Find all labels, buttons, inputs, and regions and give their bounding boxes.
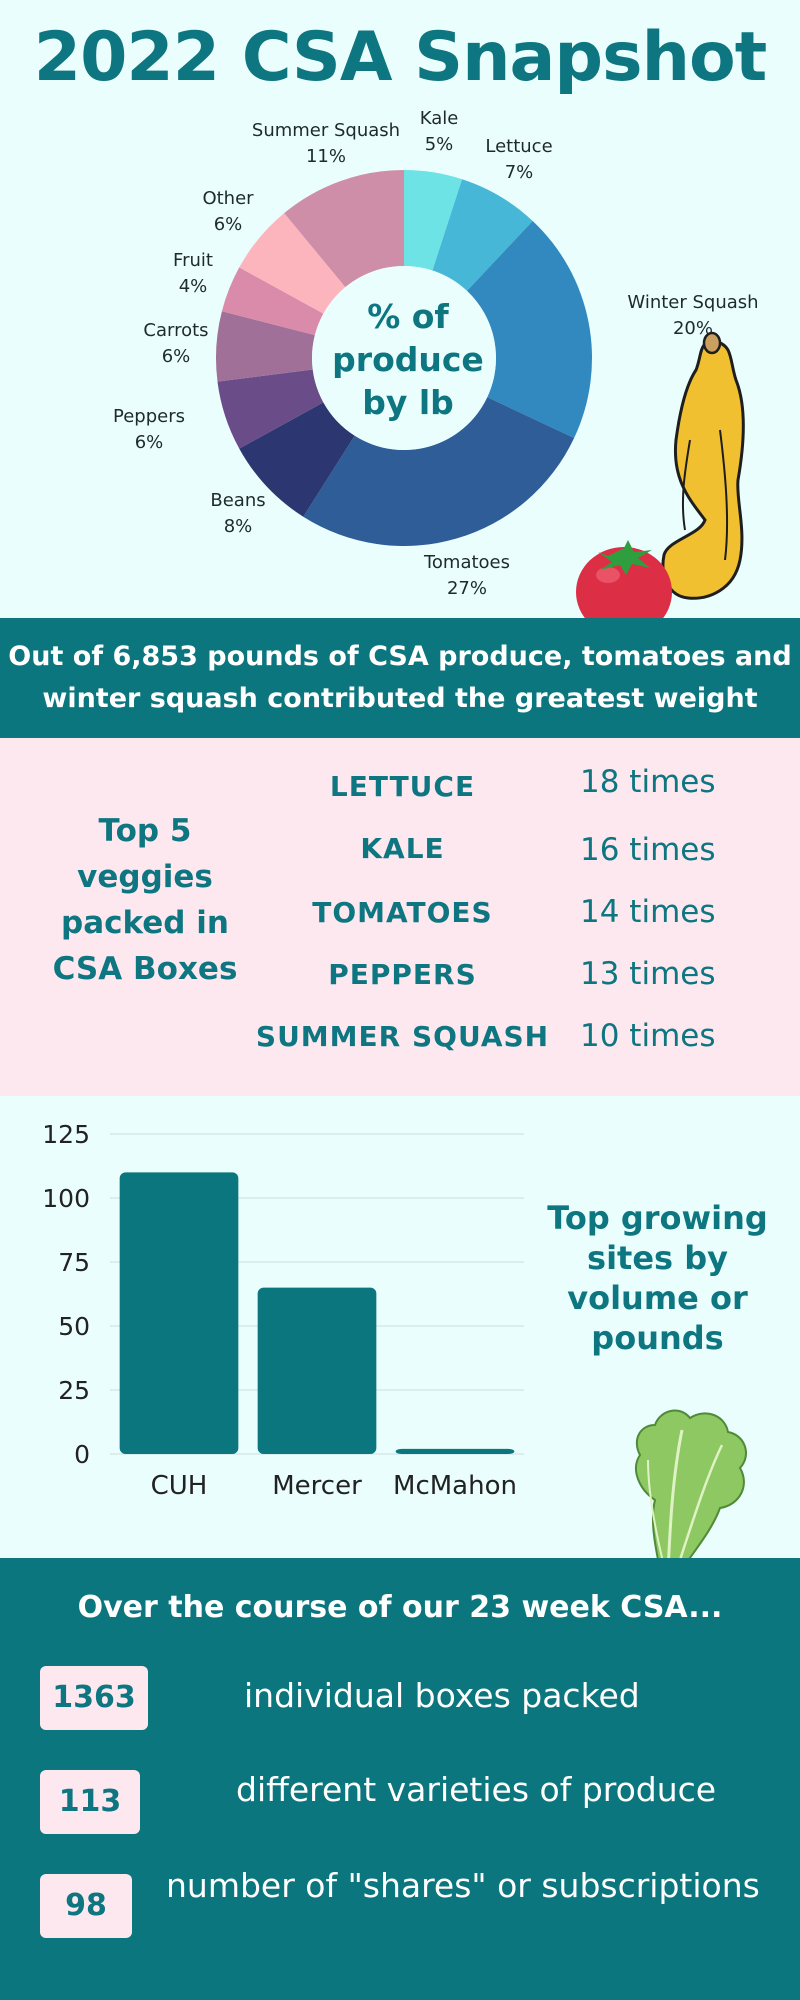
pie-slice-other xyxy=(239,213,346,314)
pie-slice-peppers xyxy=(217,369,324,449)
pie-slice-winter-squash xyxy=(466,220,592,439)
summary-banner: Out of 6,853 pounds of CSA produce, toma… xyxy=(0,618,800,738)
page-title: 2022 CSA Snapshot xyxy=(33,18,767,97)
x-tick-label: CUH xyxy=(151,1471,208,1501)
pie-slice-tomatoes xyxy=(303,397,575,546)
y-tick-label: 100 xyxy=(42,1184,90,1213)
pie-label: Beans xyxy=(210,490,265,511)
stat-label-shares: number of "shares" or subscriptions xyxy=(166,1866,760,1905)
pie-center-label: by lb xyxy=(362,383,454,422)
sites-heading: Top growing sites by volume or pounds xyxy=(530,1198,785,1358)
pie-slice-lettuce xyxy=(432,179,533,291)
heading-line: volume or xyxy=(567,1279,748,1317)
pie-label: Tomatoes xyxy=(423,552,510,573)
veg-name-kale: KALE xyxy=(360,832,445,865)
heading-line: veggies xyxy=(77,859,213,895)
pie-value-label: 5% xyxy=(425,134,454,155)
pie-value-label: 8% xyxy=(224,516,253,537)
heading-line: packed in xyxy=(61,905,229,941)
pie-label: Other xyxy=(202,188,254,209)
pie-value-label: 6% xyxy=(214,214,243,235)
lettuce-icon xyxy=(635,1409,747,1582)
pie-label: Kale xyxy=(420,108,459,129)
veg-name-lettuce: LETTUCE xyxy=(329,770,476,803)
veg-name-peppers: PEPPERS xyxy=(328,958,477,991)
veg-name-summer-squash: SUMMER SQUASH xyxy=(255,1020,550,1053)
bar-cuh xyxy=(119,1172,239,1454)
stats-section: Over the course of our 23 week CSA... 13… xyxy=(0,1558,800,2000)
pie-label: Fruit xyxy=(173,250,213,271)
veg-count-tomatoes: 14 times xyxy=(580,894,716,930)
pie-center-label: produce xyxy=(332,340,484,379)
pie-slice-carrots xyxy=(216,311,315,382)
pie-value-label: 20% xyxy=(673,318,713,339)
pie-label: Peppers xyxy=(113,406,185,427)
pie-value-label: 6% xyxy=(135,432,164,453)
y-tick-label: 75 xyxy=(58,1248,90,1277)
pie-value-label: 7% xyxy=(505,162,534,183)
banner-line-1: Out of 6,853 pounds of CSA produce, toma… xyxy=(8,641,792,672)
pie-value-label: 11% xyxy=(306,146,346,167)
y-tick-label: 0 xyxy=(74,1440,90,1469)
pie-label: Summer Squash xyxy=(252,120,400,141)
pie-label: Winter Squash xyxy=(627,292,758,313)
stat-label-boxes: individual boxes packed xyxy=(244,1676,640,1715)
stat-label-varieties: different varieties of produce xyxy=(236,1770,717,1809)
top-veggies-section: Top 5 veggies packed in CSA Boxes LETTUC… xyxy=(0,738,800,1096)
veg-count-kale: 16 times xyxy=(580,832,716,868)
stat-number-boxes: 1363 xyxy=(40,1666,148,1730)
pie-center-label: % of xyxy=(367,297,449,336)
x-tick-label: Mercer xyxy=(272,1471,362,1501)
y-tick-label: 25 xyxy=(58,1376,90,1405)
stat-number-shares: 98 xyxy=(40,1874,132,1938)
stats-heading: Over the course of our 23 week CSA... xyxy=(77,1590,723,1625)
donut-hole xyxy=(312,266,496,450)
bar-chart: 0 25 50 75 100 125 CUH Mercer McMahon xyxy=(42,1120,524,1501)
pie-value-label: 6% xyxy=(162,346,191,367)
y-tick-label: 125 xyxy=(42,1120,90,1149)
pie-slice-beans xyxy=(239,402,355,517)
pie-slice-kale xyxy=(404,170,463,271)
heading-line: Top 5 xyxy=(98,813,192,849)
veg-name-tomatoes: TOMATOES xyxy=(312,896,493,929)
pie-label: Carrots xyxy=(143,320,208,341)
heading-line: CSA Boxes xyxy=(52,951,238,987)
pie-slice-fruit xyxy=(221,267,324,336)
banner-line-2: winter squash contributed the greatest w… xyxy=(42,683,758,714)
top-veggies-heading: Top 5 veggies packed in CSA Boxes xyxy=(40,808,250,992)
veg-count-peppers: 13 times xyxy=(580,956,716,992)
stat-number-varieties: 113 xyxy=(40,1770,140,1834)
veg-count-lettuce: 18 times xyxy=(580,764,716,800)
pie-chart: Kale 5% Lettuce 7% Winter Squash 20% Tomatoes 2… xyxy=(113,108,759,599)
veg-count-summer-squash: 10 times xyxy=(580,1018,716,1054)
heading-line: Top growing xyxy=(547,1199,768,1237)
x-tick-label: McMahon xyxy=(393,1471,517,1501)
pie-value-label: 27% xyxy=(447,578,487,599)
bar-mercer xyxy=(257,1287,377,1454)
bar-mcmahon xyxy=(395,1448,515,1454)
heading-line: sites by xyxy=(587,1239,728,1277)
pie-value-label: 4% xyxy=(179,276,208,297)
pie-label: Lettuce xyxy=(485,136,552,157)
heading-line: pounds xyxy=(591,1319,724,1357)
pie-slice-summer-squash xyxy=(284,170,404,288)
y-tick-label: 50 xyxy=(58,1312,90,1341)
